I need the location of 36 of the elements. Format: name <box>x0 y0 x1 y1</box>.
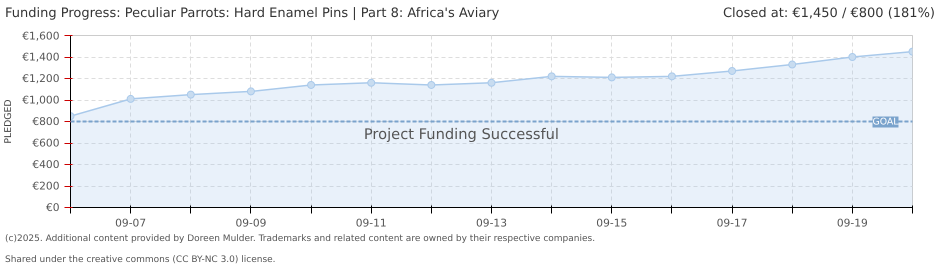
point <box>186 90 195 98</box>
y-tick-label: €600 <box>32 136 60 150</box>
point <box>608 72 616 81</box>
point <box>788 60 796 68</box>
x-tick-label: 09-19 <box>836 216 868 230</box>
annotation: Project Funding Successful <box>364 125 560 142</box>
point <box>427 80 436 89</box>
text: (c)2025. Additional content provided by Doreen Mulder. Trademarks and related content are owned by their respective companies. <box>5 234 596 245</box>
x-tick-label: 09-09 <box>235 216 267 230</box>
chart-title: Funding Progress: Peculiar Parrots: Hard Enamel Pins | Part 8: Africa's Aviary <box>5 5 500 23</box>
y-tick-label: €400 <box>32 158 60 171</box>
chart-subtitle: Closed at: €1,450 / €800 (181%) <box>722 5 935 23</box>
point <box>126 94 135 102</box>
point <box>307 80 316 89</box>
text: Shared under the creative commons (CC BY-NC 3.0) license. <box>5 254 276 266</box>
point <box>668 72 676 80</box>
y-tick-label: €1,400 <box>22 50 60 64</box>
point <box>848 52 856 61</box>
y-tick-label: €200 <box>32 179 60 192</box>
x-tick-label: 09-11 <box>356 216 387 230</box>
ref-line-label: GOAL <box>872 116 900 128</box>
point <box>488 78 496 86</box>
x-tick-label: 09-17 <box>716 216 748 230</box>
x-tick-label: 09-15 <box>596 216 628 230</box>
x-tick-label: 09-13 <box>476 216 507 230</box>
y-axis-title: PLEDGED <box>3 98 14 144</box>
y-tick-label: €1,200 <box>22 72 60 85</box>
y-tick-label: €1,000 <box>22 93 60 106</box>
point <box>246 86 255 95</box>
y-tick-label: €1,600 <box>22 29 60 42</box>
y-tick-label: €0 <box>46 200 60 214</box>
point <box>728 66 736 75</box>
point <box>367 78 376 86</box>
point <box>548 72 556 80</box>
x-tick-label: 09-07 <box>115 216 146 230</box>
y-tick-label: €800 <box>32 114 60 128</box>
